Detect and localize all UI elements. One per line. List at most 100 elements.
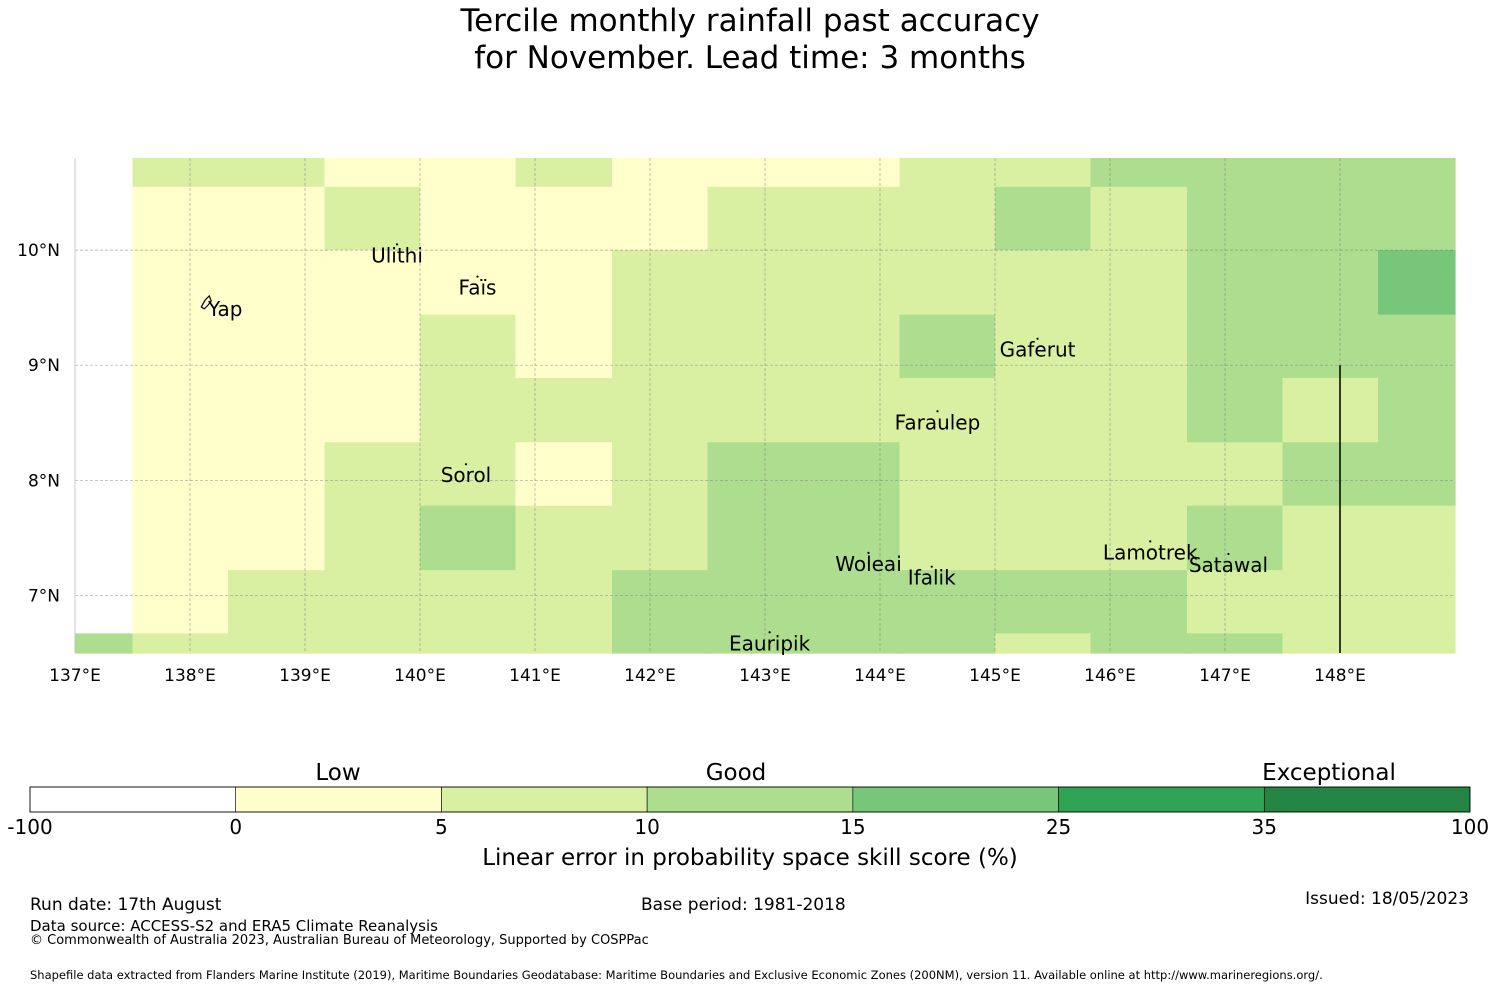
grid-cell <box>1090 186 1188 251</box>
grid-cell <box>324 633 421 654</box>
grid-cell <box>420 442 517 507</box>
island-satawal: Satawal <box>1189 552 1268 577</box>
grid-cell <box>1378 186 1456 251</box>
island-eauripik: Eauripik <box>729 631 811 655</box>
grid-cell <box>707 158 804 188</box>
grid-cell <box>228 314 326 379</box>
grid-cell <box>420 505 517 571</box>
grid-cell <box>228 633 326 654</box>
grid-cell <box>1187 505 1284 571</box>
lat-tick-label: 7°N <box>28 586 60 606</box>
colorbar-tick-label: 5 <box>435 815 448 839</box>
grid-cell <box>132 314 229 379</box>
grid-cell <box>324 186 421 251</box>
grid-cell <box>1187 314 1284 379</box>
grid-cell <box>324 377 421 443</box>
grid-cell <box>1187 377 1284 443</box>
grid-cell <box>1090 250 1188 316</box>
lon-tick-label: 140°E <box>394 666 446 686</box>
lat-tick-label: 8°N <box>28 471 60 491</box>
island-gaferut: Gaferut <box>1000 337 1076 362</box>
grid-cell <box>803 505 901 571</box>
colorbar-segment <box>646 786 854 813</box>
grid-cell <box>995 442 1092 507</box>
grid-cell <box>995 505 1092 571</box>
grid-cell <box>803 442 901 507</box>
grid-cell <box>995 377 1092 443</box>
run-date: Run date: 17th August <box>30 895 222 915</box>
lon-tick-label: 139°E <box>279 666 331 686</box>
grid-cell <box>612 186 709 251</box>
grid-cell <box>995 570 1092 634</box>
island-marker <box>476 275 479 278</box>
grid-cell <box>228 570 326 634</box>
category-exceptional: Exceptional <box>1262 760 1396 786</box>
colorbar-segment <box>1263 786 1471 813</box>
colorbar-tick-label: 15 <box>840 815 866 839</box>
grid-cell <box>420 377 517 443</box>
colorbar-segment <box>441 786 648 813</box>
grid-cell <box>132 158 229 188</box>
colorbar-tick-label: -100 <box>7 815 53 839</box>
grid-cell <box>1187 186 1284 251</box>
island-ulithi: Ulithi <box>371 243 423 267</box>
grid-cell <box>1282 186 1379 251</box>
grid-cell <box>1090 377 1188 443</box>
grid-cell <box>995 250 1092 316</box>
grid-cell <box>803 158 901 188</box>
grid-cell <box>515 186 613 251</box>
grid-cell <box>132 250 229 316</box>
island-marker <box>867 551 870 554</box>
grid-cell <box>420 633 517 654</box>
grid-cell <box>1090 158 1188 188</box>
island-faïs: Faïs <box>459 275 496 300</box>
grid-cell <box>324 442 421 507</box>
grid-cell <box>420 186 517 251</box>
island-label: Woleai <box>835 552 902 576</box>
grid-cell <box>324 158 421 188</box>
grid-cell <box>612 314 709 379</box>
skill-grid <box>75 158 1456 654</box>
grid-cell <box>420 314 517 379</box>
grid-cell <box>899 633 996 654</box>
grid-cell <box>803 186 901 251</box>
grid-cell <box>1187 633 1284 654</box>
island-lamotrek: Lamotrek <box>1103 540 1198 564</box>
grid-cell <box>1187 250 1284 316</box>
island-label: Satawal <box>1189 553 1268 577</box>
grid-cell <box>515 314 613 379</box>
grid-cell <box>1378 250 1456 316</box>
grid-cell <box>515 250 613 316</box>
grid-cell <box>707 250 804 316</box>
grid-cell <box>515 570 613 634</box>
grid-cell <box>324 314 421 379</box>
island-marker <box>768 631 771 634</box>
grid-cell <box>420 570 517 634</box>
grid-cell <box>515 505 613 571</box>
grid-cell <box>1282 570 1379 634</box>
colorbar-tick-label: 35 <box>1251 815 1278 839</box>
island-label: Yap <box>207 297 242 321</box>
grid-cell <box>1378 442 1456 507</box>
grid-cell <box>132 505 229 571</box>
grid-cell <box>1187 158 1284 188</box>
lon-tick-label: 145°E <box>969 666 1021 686</box>
grid-cell <box>995 186 1092 251</box>
colorbar-label: Linear error in probability space skill … <box>482 845 1018 871</box>
grid-cell <box>132 377 229 443</box>
grid-cell <box>515 633 613 654</box>
island-label: Faraulep <box>895 410 981 434</box>
grid-cell <box>707 505 804 571</box>
grid-cell <box>228 505 326 571</box>
grid-cell <box>132 633 229 654</box>
islands: Ulithi Faïs Yap Gaferut Faraulep Sorol WoleaiI… <box>200 243 1268 655</box>
colorbar-tick-label: 0 <box>229 815 243 839</box>
grid-cell <box>995 158 1092 188</box>
grid-cell <box>612 442 709 507</box>
colorbar-segment <box>235 786 442 813</box>
grid-cell <box>1378 570 1456 634</box>
colorbar <box>29 786 1471 813</box>
grid-cell <box>612 633 709 654</box>
grid-cell <box>707 570 804 634</box>
